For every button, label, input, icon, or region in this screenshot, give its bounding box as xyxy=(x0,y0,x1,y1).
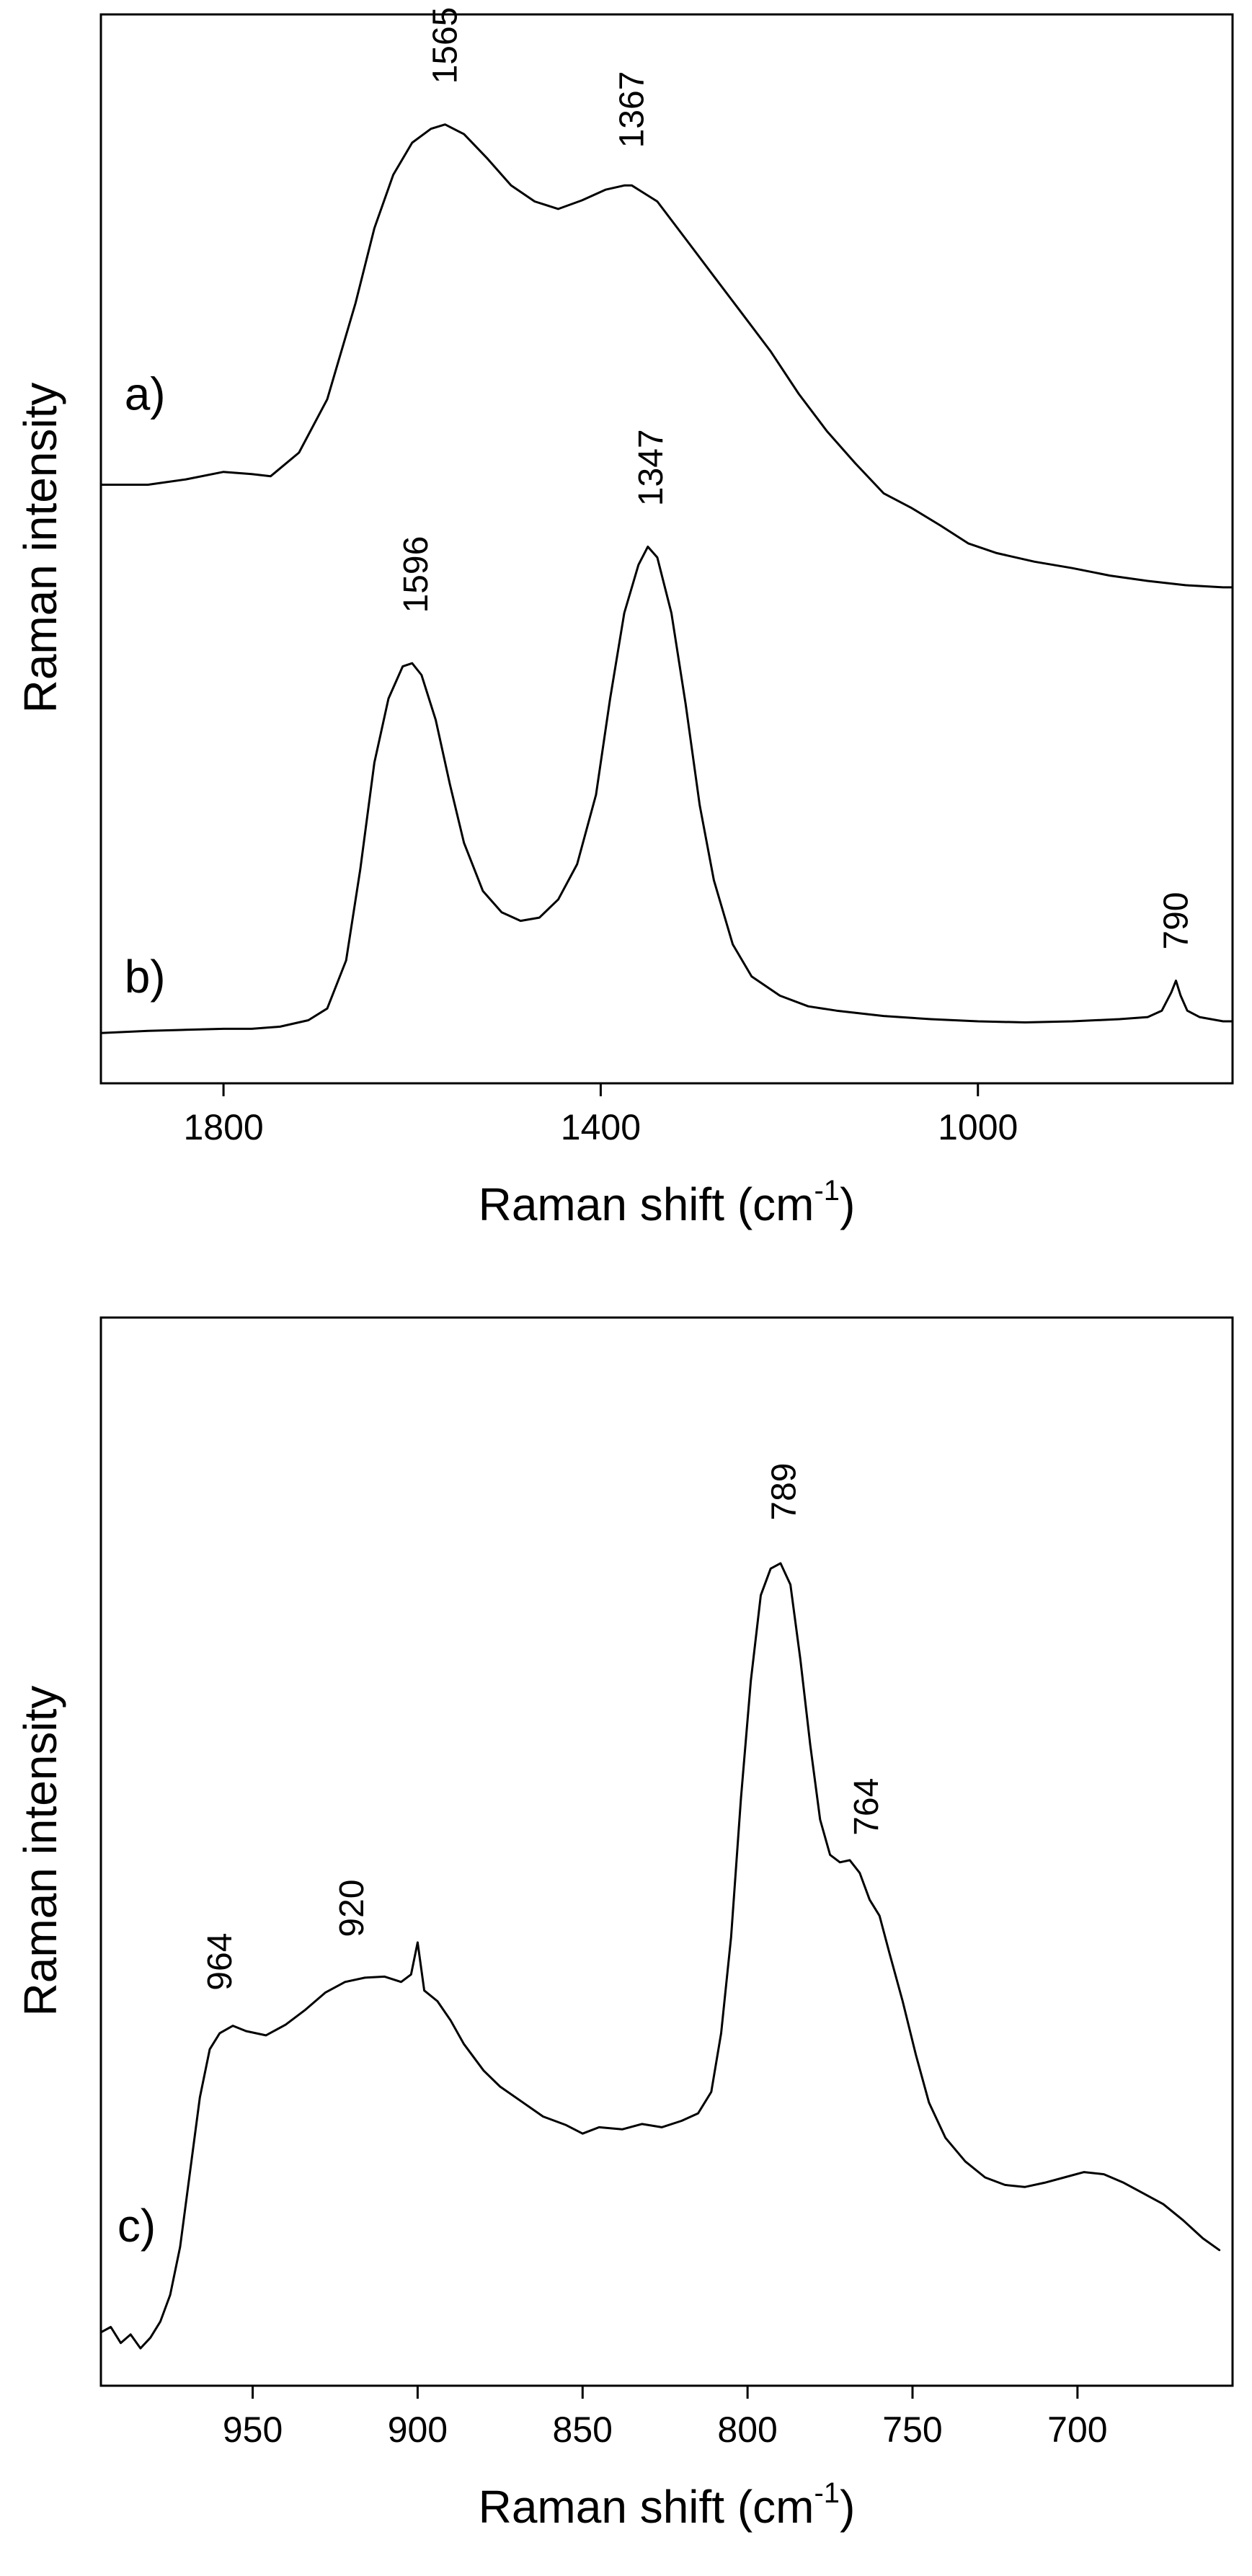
series-label: b) xyxy=(125,951,166,1003)
plot-frame xyxy=(99,13,1234,1085)
series-label: a) xyxy=(125,368,166,420)
peak-label: 1565 xyxy=(427,7,465,84)
x-axis-label-superscript: -1 xyxy=(814,1175,840,1207)
series-label: c) xyxy=(117,2200,156,2252)
x-axis-label-close: ) xyxy=(840,1178,855,1230)
peak-label: 920 xyxy=(333,1880,371,1937)
chart-panel-top: 1800 1400 1000 Raman shift (cm-1) Raman inte… xyxy=(14,7,1234,1230)
x-axis-label: Raman shift (cm-1) xyxy=(479,1175,856,1230)
peak-label: 789 xyxy=(765,1463,804,1521)
x-tick-label: 1400 xyxy=(561,1107,641,1147)
y-axis-label: Raman intensity xyxy=(14,1686,66,2017)
spectrum-line-c xyxy=(99,1562,1221,2350)
x-tick-label: 750 xyxy=(882,2410,942,2450)
peak-label: 1596 xyxy=(397,536,435,613)
x-tick-label: 1800 xyxy=(183,1107,263,1147)
x-tick-label: 800 xyxy=(717,2410,777,2450)
spectrum-line-b xyxy=(99,546,1234,1034)
x-axis-label-close: ) xyxy=(840,2481,855,2533)
x-tick-label: 850 xyxy=(553,2410,613,2450)
x-tick-label: 1000 xyxy=(938,1107,1018,1147)
peak-label: 764 xyxy=(848,1778,886,1836)
x-tick-label: 950 xyxy=(223,2410,283,2450)
spectrum-line-a xyxy=(99,123,1234,589)
x-tick-label: 900 xyxy=(388,2410,448,2450)
peak-label: 1347 xyxy=(632,429,670,506)
x-axis-label-text: Raman shift (cm xyxy=(479,2481,814,2533)
x-axis-label: Raman shift (cm-1) xyxy=(479,2477,856,2533)
peak-label: 964 xyxy=(201,1933,239,1991)
peak-label: 790 xyxy=(1158,892,1196,950)
x-tick-label: 700 xyxy=(1047,2410,1107,2450)
plot-frame xyxy=(99,1316,1234,2387)
peak-label: 1367 xyxy=(613,71,652,148)
x-axis-label-superscript: -1 xyxy=(814,2477,840,2509)
y-axis-label: Raman intensity xyxy=(14,383,66,714)
x-axis-label-text: Raman shift (cm xyxy=(479,1178,814,1230)
